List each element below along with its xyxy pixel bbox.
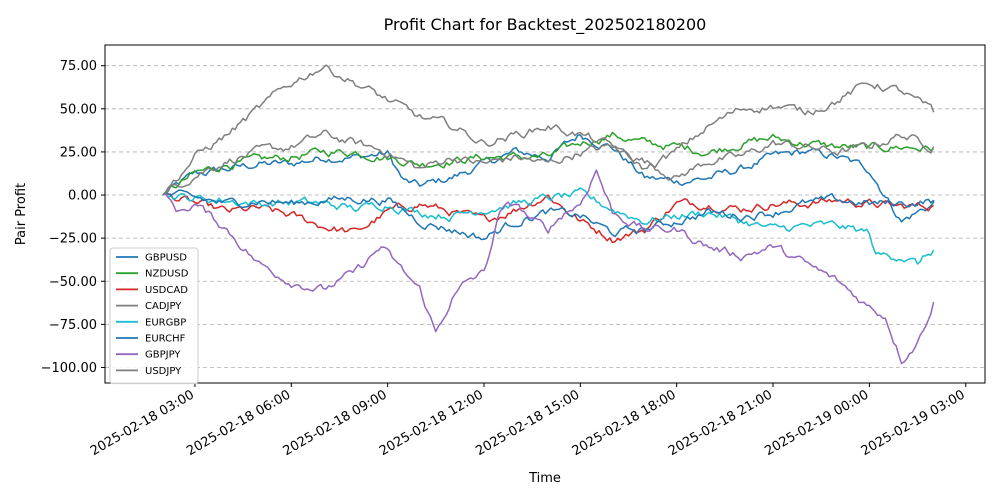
x-axis-label: Time xyxy=(528,471,561,486)
series-line-cadjpy xyxy=(162,129,935,196)
series-line-gbpusd xyxy=(162,134,935,223)
series-line-nzdusd xyxy=(162,131,935,196)
y-tick-label: 0.00 xyxy=(68,189,97,204)
y-tick-label: −100.00 xyxy=(41,361,97,376)
plot-frame xyxy=(104,44,986,384)
y-axis-label: Pair Profit xyxy=(14,183,29,245)
legend-label: GBPJPY xyxy=(145,350,181,361)
legend-label: GBPUSD xyxy=(145,253,187,264)
y-axis: 75.00 50.00 25.00 0.00 −25.00 −50.00 −75.00 −10… xyxy=(41,59,105,376)
legend-label: NZDUSD xyxy=(145,269,189,280)
y-tick-label: 25.00 xyxy=(60,145,97,160)
y-tick-label: 50.00 xyxy=(60,102,97,117)
series-line-eurchf xyxy=(162,189,935,241)
chart-title: Profit Chart for Backtest_202502180200 xyxy=(384,15,707,35)
y-tick-label: −75.00 xyxy=(49,318,97,333)
legend-label: USDJPY xyxy=(145,366,182,377)
legend-label: USDCAD xyxy=(145,285,188,296)
y-tick-label: −50.00 xyxy=(49,275,97,290)
legend: GBPUSD NZDUSD USDCAD CADJPY EURGBP EURCHF GBPJ… xyxy=(109,247,199,385)
legend-box xyxy=(109,247,199,385)
y-tick-label: −25.00 xyxy=(49,232,97,247)
y-tick-label: 75.00 xyxy=(60,59,97,74)
legend-label: EURGBP xyxy=(145,317,186,328)
series-line-usdcad xyxy=(162,191,935,244)
series-layer xyxy=(162,64,935,365)
legend-label: CADJPY xyxy=(145,301,182,312)
series-line-usdjpy xyxy=(162,64,935,196)
series-line-gbpjpy xyxy=(162,169,935,365)
legend-label: EURCHF xyxy=(145,334,186,345)
